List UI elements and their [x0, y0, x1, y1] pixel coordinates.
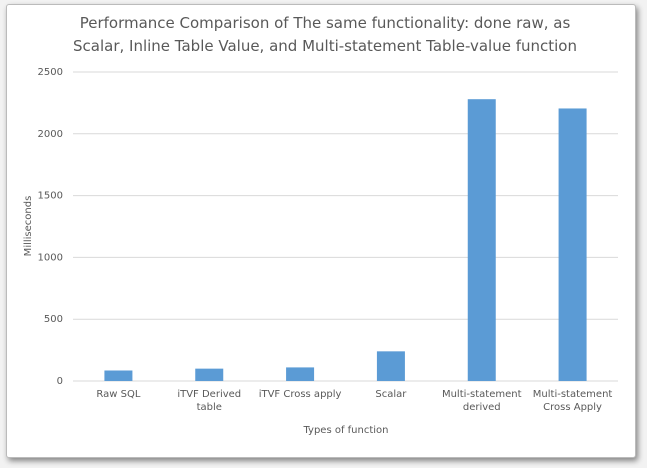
bar	[195, 368, 224, 381]
y-tick-label: 1500	[38, 191, 63, 202]
y-tick-label: 2500	[38, 67, 63, 78]
chart-title: Performance Comparison of The same funct…	[73, 14, 577, 55]
bar	[467, 99, 496, 381]
y-tick-label: 500	[44, 314, 63, 325]
y-axis-label: Milliseconds	[23, 196, 34, 257]
bar	[104, 370, 133, 381]
x-tick-label: iTVF Cross apply	[258, 389, 342, 400]
x-tick-label: iTVF Derived table	[177, 389, 242, 413]
bar	[376, 351, 405, 381]
chart-card	[6, 4, 636, 458]
x-tick-label: Raw SQL	[96, 389, 141, 400]
y-tick-label: 0	[57, 376, 63, 387]
y-tick-label: 1000	[38, 252, 63, 263]
bar	[286, 367, 315, 381]
x-axis-label: Types of function	[302, 425, 388, 436]
x-tick-label: Scalar	[375, 389, 407, 400]
x-tick-label: Multi-statement Cross Apply	[532, 389, 613, 413]
bar	[558, 108, 587, 381]
x-tick-label: Multi-statement derived	[441, 389, 522, 413]
y-tick-label: 2000	[38, 129, 63, 140]
